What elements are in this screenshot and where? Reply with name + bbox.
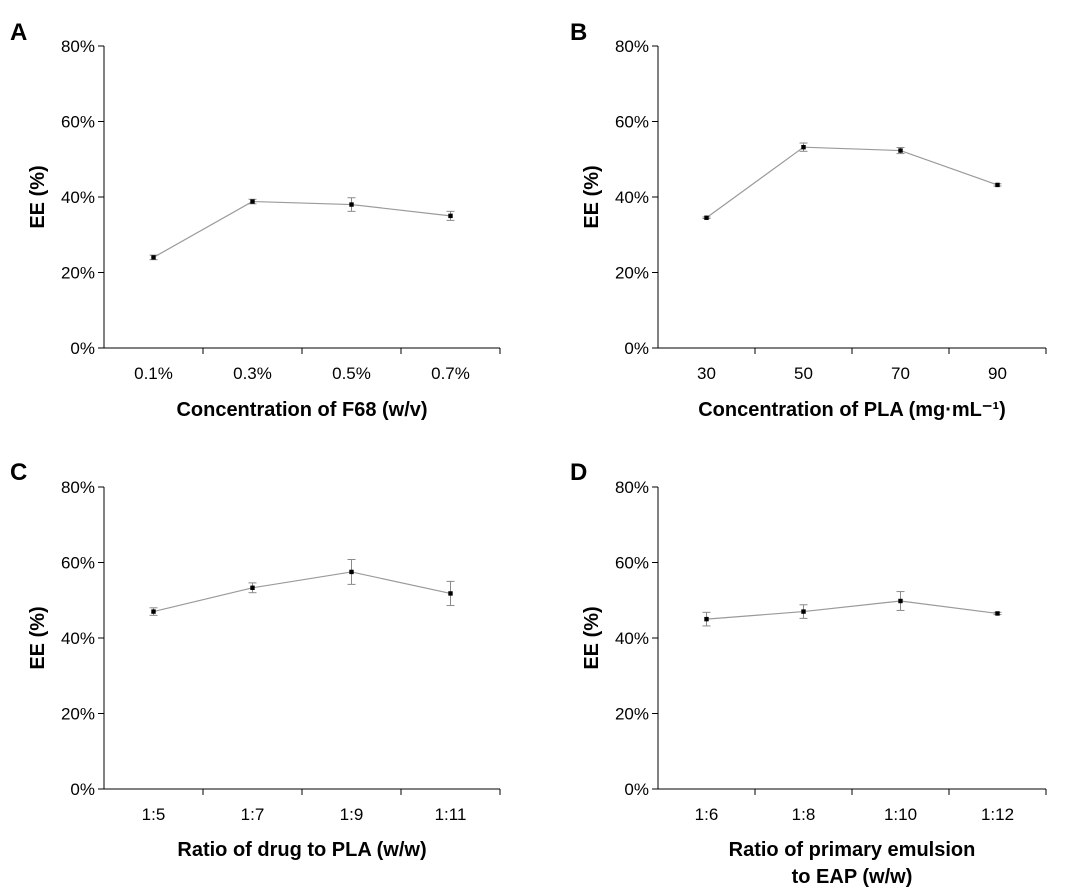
data-point bbox=[995, 611, 1000, 616]
panel-b: B 0% 20% 40% 60% 80% 30 50 70 90 EE (%) Concentrati… bbox=[570, 19, 1047, 421]
x-tick-label: 1:5 bbox=[142, 805, 166, 824]
y-tick-label: 40% bbox=[615, 629, 649, 648]
y-tick-label: 80% bbox=[615, 478, 649, 497]
y-tick-label: 60% bbox=[615, 554, 649, 573]
panel-letter: A bbox=[10, 19, 27, 46]
data-point bbox=[995, 182, 1000, 188]
data-point bbox=[349, 202, 354, 207]
x-axis-title: Ratio of primary emulsion to EAP (w/w) bbox=[729, 839, 976, 888]
x-tick-label: 1:8 bbox=[792, 805, 816, 824]
y-tick-label: 20% bbox=[61, 264, 95, 283]
series-line bbox=[153, 200, 451, 258]
data-point bbox=[448, 213, 453, 219]
panel-d: D 0% 20% 40% 60% 80% 1:6 1:8 1:10 1:12 EE (%) Ratio… bbox=[570, 459, 1047, 888]
panel-a: A 0% 20% 40% 60% 80% 0.1% 0.3% 0.5% 0.7% EE (%) Con… bbox=[10, 19, 501, 421]
y-tick-label: 60% bbox=[61, 554, 95, 573]
x-tick-label: 1:10 bbox=[884, 805, 917, 824]
x-tick-label: 1:12 bbox=[981, 805, 1014, 824]
x-tick-label: 1:7 bbox=[241, 805, 265, 824]
panel-c: C 0% 20% 40% 60% 80% 1:5 1:7 1:9 1:11 EE (%) Ratio … bbox=[10, 459, 501, 861]
x-tick-label: 1:11 bbox=[435, 805, 467, 824]
y-axis-title: EE (%) bbox=[27, 165, 49, 228]
data-point bbox=[898, 148, 903, 153]
x-axis-title: Ratio of drug to PLA (w/w) bbox=[177, 839, 426, 861]
y-axis-title: EE (%) bbox=[581, 606, 603, 669]
y-tick-label: 0% bbox=[624, 780, 649, 799]
x-tick-label: 0.7% bbox=[431, 364, 470, 383]
panel-letter: B bbox=[570, 19, 587, 46]
y-tick-label: 20% bbox=[615, 705, 649, 724]
x-axis-title: Concentration of PLA (mg·mL⁻¹) bbox=[698, 399, 1006, 421]
x-tick-label: 30 bbox=[697, 364, 716, 383]
y-tick-label: 80% bbox=[615, 37, 649, 56]
x-axis-title-line: to EAP (w/w) bbox=[792, 866, 913, 888]
x-tick-label: 0.5% bbox=[332, 364, 371, 383]
x-tick-label: 1:9 bbox=[340, 805, 364, 824]
y-tick-label: 0% bbox=[70, 339, 95, 358]
series-line bbox=[153, 571, 451, 613]
x-axis-title-line: Ratio of primary emulsion bbox=[729, 839, 976, 861]
x-tick-label: 0.1% bbox=[134, 364, 173, 383]
x-tick-label: 0.3% bbox=[233, 364, 272, 383]
data-point bbox=[704, 616, 709, 622]
y-tick-label: 40% bbox=[61, 629, 95, 648]
data-point bbox=[704, 215, 709, 220]
data-point bbox=[349, 569, 354, 575]
panel-letter: D bbox=[570, 459, 587, 486]
y-tick-label: 0% bbox=[624, 339, 649, 358]
y-tick-label: 20% bbox=[61, 705, 95, 724]
data-point bbox=[151, 255, 156, 260]
x-tick-label: 1:6 bbox=[695, 805, 719, 824]
data-point bbox=[250, 199, 255, 204]
y-tick-label: 20% bbox=[615, 264, 649, 283]
x-tick-label: 50 bbox=[794, 364, 813, 383]
y-tick-label: 0% bbox=[70, 780, 95, 799]
y-axis-title: EE (%) bbox=[581, 165, 603, 228]
y-tick-label: 40% bbox=[615, 188, 649, 207]
x-tick-label: 70 bbox=[891, 364, 910, 383]
data-point bbox=[448, 591, 453, 596]
series-line bbox=[706, 146, 998, 219]
data-point bbox=[898, 598, 903, 604]
series-line bbox=[706, 600, 998, 620]
y-tick-label: 80% bbox=[61, 37, 95, 56]
data-point bbox=[801, 144, 806, 150]
y-tick-label: 60% bbox=[61, 113, 95, 132]
data-point bbox=[250, 585, 255, 590]
x-tick-label: 90 bbox=[988, 364, 1007, 383]
y-tick-label: 60% bbox=[615, 113, 649, 132]
data-point bbox=[151, 609, 156, 614]
y-tick-label: 80% bbox=[61, 478, 95, 497]
y-tick-label: 40% bbox=[61, 188, 95, 207]
y-axis-title: EE (%) bbox=[27, 606, 49, 669]
panel-letter: C bbox=[10, 459, 27, 486]
x-axis-title: Concentration of F68 (w/v) bbox=[176, 399, 427, 421]
data-point bbox=[801, 609, 806, 614]
